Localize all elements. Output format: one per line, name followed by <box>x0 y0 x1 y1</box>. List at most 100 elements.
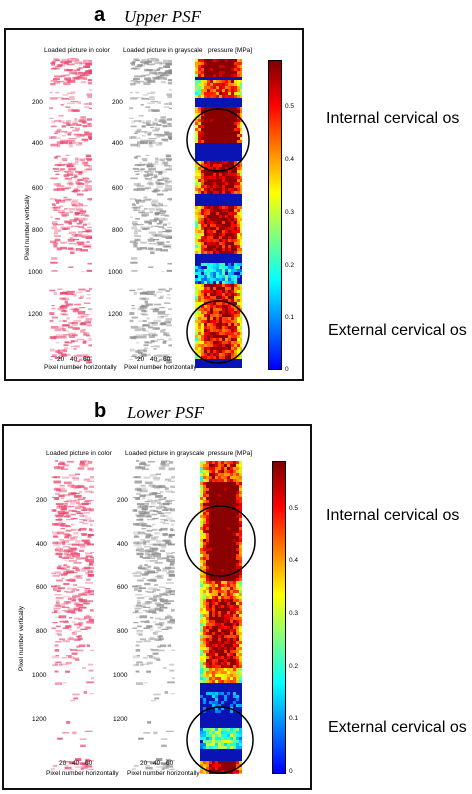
pressure-cell <box>210 236 213 239</box>
pressure-cell <box>219 275 222 278</box>
texture-speck <box>84 617 88 620</box>
texture-speck <box>54 132 58 134</box>
texture-speck <box>75 658 80 661</box>
colorbar-step <box>269 193 281 195</box>
texture-speck <box>159 543 167 547</box>
colorbar-step <box>269 331 281 333</box>
pressure-cell <box>213 125 216 128</box>
colorbar-step <box>269 305 281 307</box>
pressure-cell <box>198 59 201 62</box>
texture-speck <box>164 601 171 603</box>
texture-speck <box>58 550 67 553</box>
pressure-cell <box>218 635 221 638</box>
texture-speck <box>147 98 155 100</box>
texture-speck <box>169 552 174 554</box>
texture-speck <box>79 460 85 464</box>
texture-speck <box>74 61 82 65</box>
pressure-cell <box>237 71 240 74</box>
pressure-cell <box>209 740 212 743</box>
texture-speck <box>81 235 86 238</box>
pressure-cell <box>206 632 209 635</box>
colorbar-step <box>273 481 285 483</box>
pressure-cell <box>233 593 236 596</box>
texture-speck <box>80 464 89 467</box>
colorbar-step <box>269 104 281 106</box>
pressure-cell <box>213 110 216 113</box>
pressure-cell <box>236 734 239 737</box>
pressure-cell <box>234 332 237 335</box>
pressure-cell <box>216 92 219 95</box>
pressure-cell <box>234 161 237 164</box>
pressure-cell <box>206 659 209 662</box>
pressure-cell <box>239 605 242 608</box>
texture-speck <box>55 602 60 604</box>
pressure-cell <box>222 305 225 308</box>
texture-speck <box>161 464 170 467</box>
pressure-cell <box>204 299 207 302</box>
pressure-cell <box>236 497 239 500</box>
pressure-cell <box>221 470 224 473</box>
pressure-cell <box>237 326 240 329</box>
pressure-cell <box>195 224 198 227</box>
texture-speck <box>161 744 167 748</box>
pressure-cell <box>212 614 215 617</box>
pressure-cell <box>215 497 218 500</box>
texture-speck <box>90 529 94 532</box>
texture-speck <box>141 157 148 161</box>
pressure-cell <box>224 602 227 605</box>
pressure-cell <box>198 278 201 281</box>
pressure-cell <box>203 536 206 539</box>
texture-speck <box>54 610 58 613</box>
x-tick: 20 <box>57 356 65 363</box>
pressure-cell <box>206 488 209 491</box>
texture-speck <box>70 176 77 178</box>
pressure-cell <box>215 680 218 683</box>
colorbar-step <box>269 250 281 252</box>
texture-speck <box>147 92 155 94</box>
color-image-strip <box>46 58 92 368</box>
pressure-cell <box>228 296 231 299</box>
pressure-cell <box>237 350 240 353</box>
pressure-cell <box>207 278 210 281</box>
internal-os-circle-outline <box>186 108 250 172</box>
pressure-cell <box>225 251 228 254</box>
texture-speck <box>145 549 151 552</box>
texture-speck <box>80 316 85 318</box>
pressure-cell <box>234 212 237 215</box>
texture-speck <box>88 89 92 91</box>
colorbar-step <box>269 112 281 114</box>
pressure-cell <box>218 674 221 677</box>
pressure-cell <box>201 314 204 317</box>
pressure-cell <box>207 164 210 167</box>
pressure-cell <box>201 221 204 224</box>
pressure-cell <box>213 233 216 236</box>
pressure-cell <box>225 188 228 191</box>
texture-speck <box>71 59 80 62</box>
texture-speck <box>141 505 146 508</box>
pressure-cell <box>218 479 221 482</box>
pressure-cell <box>210 95 213 98</box>
pressure-cell <box>212 566 215 569</box>
texture-speck <box>60 241 67 244</box>
pressure-cell <box>213 218 216 221</box>
texture-speck <box>153 357 158 359</box>
texture-speck <box>76 360 80 363</box>
colorbar-step <box>269 177 281 179</box>
texture-speck <box>165 758 171 761</box>
pressure-cell <box>221 521 224 524</box>
colorbar-step <box>269 156 281 158</box>
texture-speck <box>148 132 152 135</box>
pressure-cell <box>198 122 201 125</box>
pressure-cell <box>234 128 237 131</box>
pressure-cell <box>240 62 242 65</box>
texture-speck <box>49 240 57 243</box>
pressure-cell <box>234 242 237 245</box>
pressure-cell <box>240 269 242 272</box>
pressure-cell <box>218 665 221 668</box>
pressure-cell <box>231 278 234 281</box>
pressure-cell <box>215 530 218 533</box>
pressure-cell <box>201 161 204 164</box>
pressure-cell <box>203 470 206 473</box>
texture-speck <box>160 116 166 119</box>
texture-speck <box>90 476 94 479</box>
